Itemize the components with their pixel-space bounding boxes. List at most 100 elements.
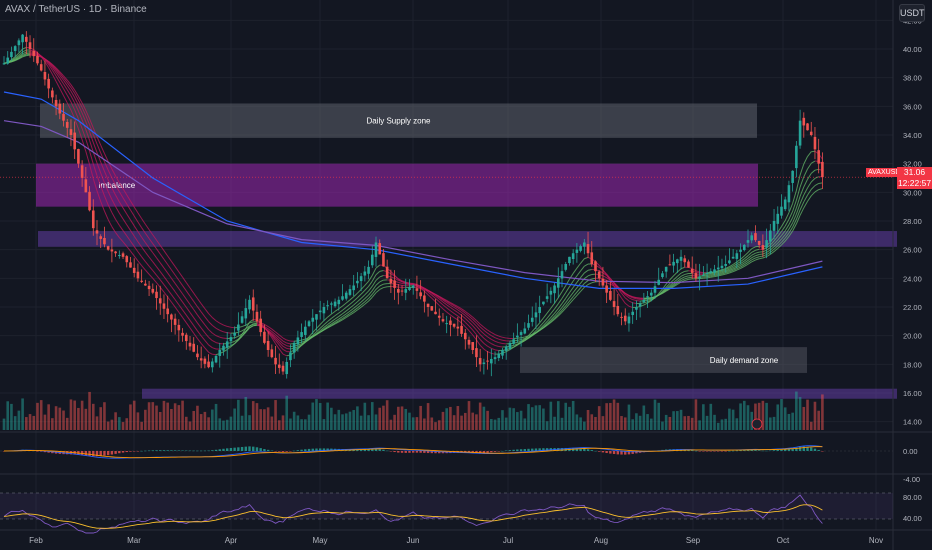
- ribbon-ema-17: [85, 121, 91, 132]
- ribbon-ema-23: [275, 331, 280, 336]
- ribbon-ema-14: [431, 292, 436, 297]
- volume-bar: [583, 421, 586, 430]
- candle-body: [504, 346, 508, 351]
- macd-histogram-bar: [798, 446, 802, 451]
- volume-bar: [813, 401, 817, 430]
- ribbon-ema-11: [357, 293, 362, 299]
- volume-bar: [553, 416, 556, 430]
- ribbon-ema-23: [48, 61, 53, 65]
- ribbon-ema-17: [234, 335, 239, 339]
- ribbon-ema-14: [390, 276, 395, 279]
- ribbon-ema-8: [773, 231, 779, 238]
- ribbon-ema-11: [491, 347, 496, 351]
- ribbon-ema-14: [200, 327, 206, 334]
- ribbon-ema-8: [141, 265, 146, 271]
- ribbon-ema-20: [305, 338, 310, 342]
- ribbon-ema-23: [89, 118, 94, 129]
- ribbon-ema-17: [398, 281, 403, 284]
- candle-body: [456, 326, 460, 329]
- ribbon-ema-14: [472, 325, 477, 331]
- macd-histogram-bar: [363, 449, 367, 451]
- candle-body: [244, 308, 248, 319]
- ribbon-ema-20: [732, 268, 738, 271]
- alert-icon[interactable]: [751, 418, 763, 430]
- volume-bar: [449, 406, 452, 430]
- ribbon-ema-20: [357, 304, 362, 309]
- ribbon-ema-17: [267, 329, 273, 334]
- ribbon-ema-20: [792, 219, 797, 228]
- y-axis-tick: 26.00: [903, 246, 922, 255]
- volume-bar: [787, 413, 791, 430]
- ribbon-ema-17: [769, 246, 775, 251]
- ribbon-ema-11: [535, 326, 541, 332]
- ribbon-ema-23: [22, 55, 27, 58]
- ribbon-ema-17: [755, 254, 760, 257]
- ribbon-ema-17: [141, 236, 146, 243]
- ribbon-ema-14: [77, 110, 83, 121]
- ribbon-ema-11: [342, 306, 347, 311]
- volume-bar: [106, 421, 110, 430]
- macd-histogram-bar: [40, 451, 43, 452]
- candle-body: [259, 318, 262, 333]
- volume-bar: [21, 398, 24, 430]
- macd-histogram-bar: [709, 451, 712, 452]
- ribbon-ema-8: [74, 118, 79, 129]
- ribbon-ema-14: [48, 62, 53, 68]
- ribbon-ema-8: [795, 174, 801, 191]
- candle-body: [277, 364, 281, 368]
- candle-body: [638, 303, 642, 307]
- ribbon-ema-20: [673, 282, 678, 286]
- ribbon-ema-8: [349, 296, 355, 301]
- candle-body: [84, 179, 88, 193]
- ribbon-ema-20: [531, 332, 537, 336]
- ribbon-ema-20: [494, 337, 499, 340]
- x-axis-tick: Feb: [29, 536, 43, 545]
- ribbon-ema-23: [178, 271, 183, 278]
- candle-body: [106, 246, 110, 250]
- ribbon-ema-23: [814, 189, 819, 193]
- ribbon-ema-23: [550, 318, 555, 323]
- macd-histogram-bar: [389, 451, 393, 452]
- currency-button[interactable]: USDT: [899, 4, 925, 22]
- volume-bar: [118, 417, 121, 430]
- ribbon-ema-14: [301, 341, 306, 346]
- volume-bar: [192, 410, 196, 430]
- macd-histogram-bar: [66, 451, 69, 455]
- ribbon-ema-8: [479, 344, 485, 350]
- candle-body: [460, 325, 463, 334]
- candle-body: [88, 191, 91, 211]
- ribbon-ema-20: [282, 340, 287, 344]
- volume-bar: [47, 404, 50, 430]
- volume-bar: [478, 402, 482, 430]
- ribbon-ema-17: [446, 302, 451, 306]
- ribbon-ema-17: [483, 333, 488, 338]
- volume-bar: [809, 421, 813, 430]
- ribbon-ema-23: [572, 295, 578, 301]
- ribbon-ema-17: [788, 222, 794, 230]
- ribbon-ema-23: [223, 324, 228, 327]
- macd-histogram-bar: [144, 450, 147, 452]
- ribbon-ema-11: [74, 109, 79, 119]
- ribbon-ema-23: [130, 200, 135, 208]
- candle-body: [482, 362, 486, 364]
- ribbon-ema-20: [271, 331, 276, 336]
- ribbon-ema-20: [788, 226, 794, 234]
- ribbon-ema-11: [360, 290, 366, 295]
- candle-body: [274, 357, 277, 365]
- ribbon-ema-11: [810, 160, 816, 164]
- ribbon-ema-8: [543, 312, 548, 319]
- ribbon-ema-11: [494, 349, 499, 351]
- ribbon-ema-17: [26, 52, 31, 55]
- ribbon-ema-11: [640, 302, 644, 304]
- macd-histogram-bar: [560, 448, 564, 451]
- candle-body: [196, 353, 199, 358]
- volume-bar: [184, 416, 188, 430]
- volume-bar: [408, 412, 411, 430]
- macd-histogram-bar: [92, 451, 95, 457]
- ribbon-ema-11: [170, 294, 176, 300]
- ribbon-ema-20: [565, 300, 570, 307]
- ribbon-ema-8: [14, 52, 20, 58]
- ribbon-ema-17: [442, 299, 447, 304]
- ribbon-ema-23: [245, 322, 250, 326]
